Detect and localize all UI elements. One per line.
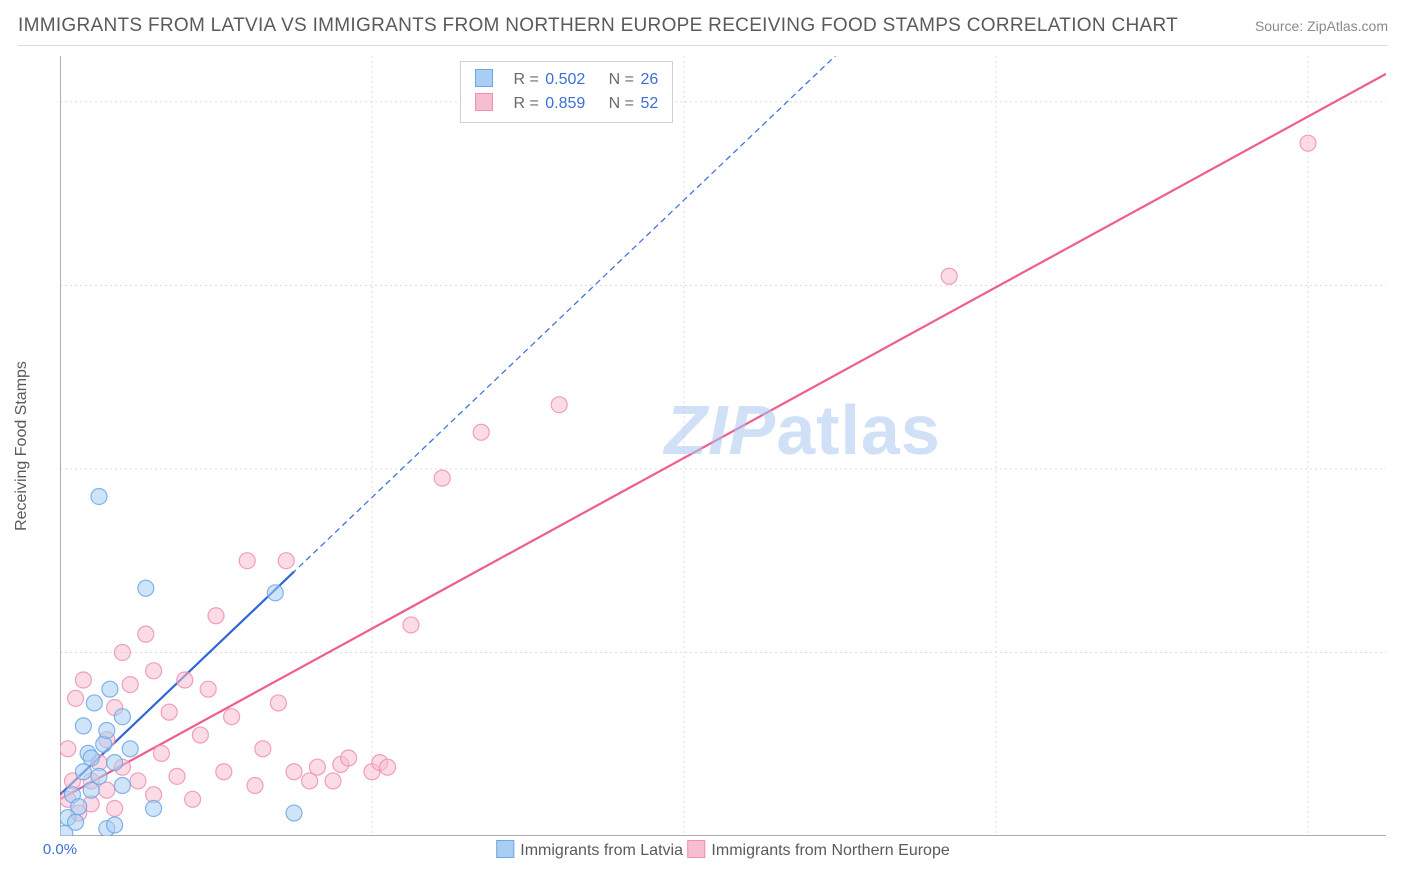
chart-title: IMMIGRANTS FROM LATVIA VS IMMIGRANTS FRO… xyxy=(18,15,1178,37)
legend-label-latvia: Immigrants from Latvia xyxy=(520,842,683,859)
stats-legend: R = 0.502 N = 26 R = 0.859 N = 52 xyxy=(460,61,673,123)
chart-area: Receiving Food Stamps ZIPatlas R = 0.502… xyxy=(60,56,1386,836)
y-axis-label: Receiving Food Stamps xyxy=(13,361,31,531)
stats-row-latvia: R = 0.502 N = 26 xyxy=(475,68,658,92)
scatter-plot xyxy=(60,56,1386,836)
legend-label-neurope: Immigrants from Northern Europe xyxy=(711,842,949,859)
stats-row-neurope: R = 0.859 N = 52 xyxy=(475,92,658,116)
series-legend: Immigrants from Latvia Immigrants from N… xyxy=(496,840,949,860)
x-tick-min: 0.0% xyxy=(43,841,77,858)
source-label: Source: ZipAtlas.com xyxy=(1255,18,1388,34)
